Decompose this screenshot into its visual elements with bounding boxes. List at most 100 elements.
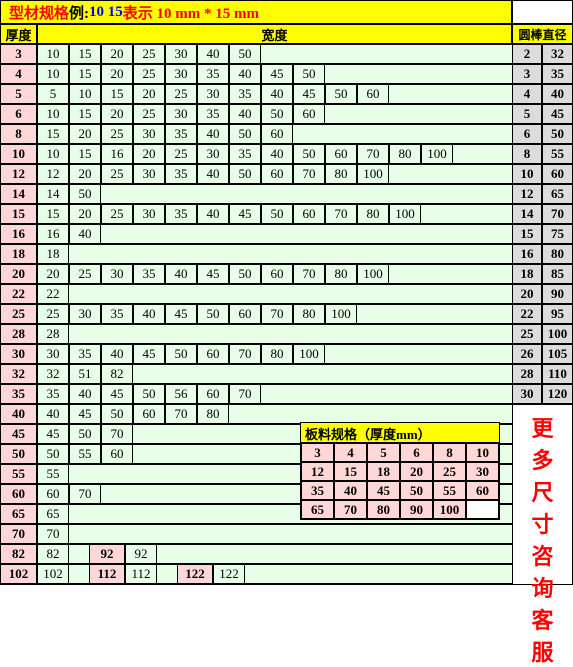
width-cell: 92 <box>125 544 157 564</box>
width-cell: 50 <box>69 184 101 204</box>
rod-cell: 14 <box>512 204 542 224</box>
width-cell: 60 <box>133 404 165 424</box>
width-cell: 70 <box>357 144 389 164</box>
width-cell: 60 <box>293 104 325 124</box>
width-cell: 40 <box>261 144 293 164</box>
data-row: 12122025303540506070801001060 <box>1 164 572 184</box>
thickness-cell: 5 <box>1 84 37 104</box>
width-cell: 25 <box>101 204 133 224</box>
width-cell: 15 <box>69 44 101 64</box>
data-row: 30303540455060708010026105 <box>1 344 572 364</box>
rod-cell: 2 <box>512 44 542 64</box>
thickness-cell: 3 <box>1 44 37 64</box>
plate-cell: 35 <box>301 481 334 500</box>
plate-cell: 60 <box>466 481 499 500</box>
thickness-cell: 20 <box>1 264 37 284</box>
width-cell: 80 <box>325 164 357 184</box>
width-cell: 25 <box>69 264 101 284</box>
width-cell: 25 <box>165 84 197 104</box>
width-cell: 100 <box>421 144 453 164</box>
rod-cell: 3 <box>512 64 542 84</box>
thickness-cell: 32 <box>1 364 37 384</box>
width-cell: 35 <box>133 264 165 284</box>
width-cell: 50 <box>37 444 69 464</box>
width-cell: 15 <box>69 104 101 124</box>
thickness-cell: 16 <box>1 224 37 244</box>
width-cell: 28 <box>37 324 69 344</box>
data-row: 1616401575 <box>1 224 572 244</box>
rod-cell: 30 <box>512 384 542 404</box>
rod-cell: 4 <box>512 84 542 104</box>
rod-cell: 5 <box>512 104 542 124</box>
rod-cell: 85 <box>542 264 572 284</box>
width-cell: 20 <box>69 164 101 184</box>
rod-cell: 28 <box>512 364 542 384</box>
header-rod: 圆棒直径 <box>512 24 572 44</box>
width-cell: 60 <box>325 144 357 164</box>
width-cell: 32 <box>37 364 69 384</box>
width-cell: 100 <box>357 164 389 184</box>
width-cell: 45 <box>229 204 261 224</box>
thickness-cell: 25 <box>1 304 37 324</box>
rod-cell: 60 <box>542 164 572 184</box>
more-info-box: 更多尺寸咨询客服 <box>512 404 572 584</box>
width-cell: 20 <box>101 104 133 124</box>
width-cell: 50 <box>69 424 101 444</box>
width-cell: 50 <box>261 204 293 224</box>
width-cell: 15 <box>101 84 133 104</box>
width-cell: 100 <box>389 204 421 224</box>
width-cell: 25 <box>101 164 133 184</box>
width-cell: 70 <box>293 264 325 284</box>
width-cell: 30 <box>197 84 229 104</box>
width-cell: 82 <box>101 364 133 384</box>
plate-cell: 20 <box>400 462 433 481</box>
rod-cell: 90 <box>542 284 572 304</box>
header-thickness: 厚度 <box>1 24 37 44</box>
header-width: 宽度 <box>37 24 512 44</box>
plate-cell: 40 <box>334 481 367 500</box>
width-cell: 50 <box>293 144 325 164</box>
plate-cell: 3 <box>301 443 334 462</box>
width-cell: 15 <box>37 124 69 144</box>
width-cell: 100 <box>357 264 389 284</box>
thickness-cell: 70 <box>1 524 37 544</box>
width-cell: 60 <box>229 304 261 324</box>
width-cell: 35 <box>165 204 197 224</box>
plate-cell <box>466 500 499 519</box>
rod-cell: 8 <box>512 144 542 164</box>
width-cell: 50 <box>101 404 133 424</box>
width-cell: 60 <box>357 84 389 104</box>
rod-cell: 65 <box>542 184 572 204</box>
width-cell: 80 <box>197 404 229 424</box>
plate-cell: 18 <box>367 462 400 481</box>
width-cell: 20 <box>101 64 133 84</box>
data-row: 252530354045506070801002295 <box>1 304 572 324</box>
width-cell: 70 <box>69 484 101 504</box>
width-cell: 80 <box>325 264 357 284</box>
width-cell: 45 <box>293 84 325 104</box>
width-cell: 40 <box>69 224 101 244</box>
width-cell: 50 <box>133 384 165 404</box>
plate-cell: 90 <box>400 500 433 519</box>
width-cell: 80 <box>389 144 421 164</box>
thickness-cell: 8 <box>1 124 37 144</box>
width-cell: 12 <box>37 164 69 184</box>
plate-cell: 70 <box>334 500 367 519</box>
width-cell: 60 <box>261 164 293 184</box>
thickness-cell: 18 <box>1 244 37 264</box>
width-cell: 35 <box>229 144 261 164</box>
width-cell: 40 <box>229 64 261 84</box>
width-cell: 30 <box>165 44 197 64</box>
width-cell: 60 <box>197 344 229 364</box>
width-cell: 40 <box>37 404 69 424</box>
width-cell: 102 <box>37 564 69 584</box>
width-cell: 30 <box>197 144 229 164</box>
thickness-cell: 35 <box>1 384 37 404</box>
thickness-cell: 112 <box>89 564 125 584</box>
width-cell: 45 <box>165 304 197 324</box>
width-cell: 35 <box>37 384 69 404</box>
width-cell: 30 <box>165 104 197 124</box>
data-row: 81520253035405060650 <box>1 124 572 144</box>
data-row: 1515202530354045506070801001470 <box>1 204 572 224</box>
rod-cell: 15 <box>512 224 542 244</box>
